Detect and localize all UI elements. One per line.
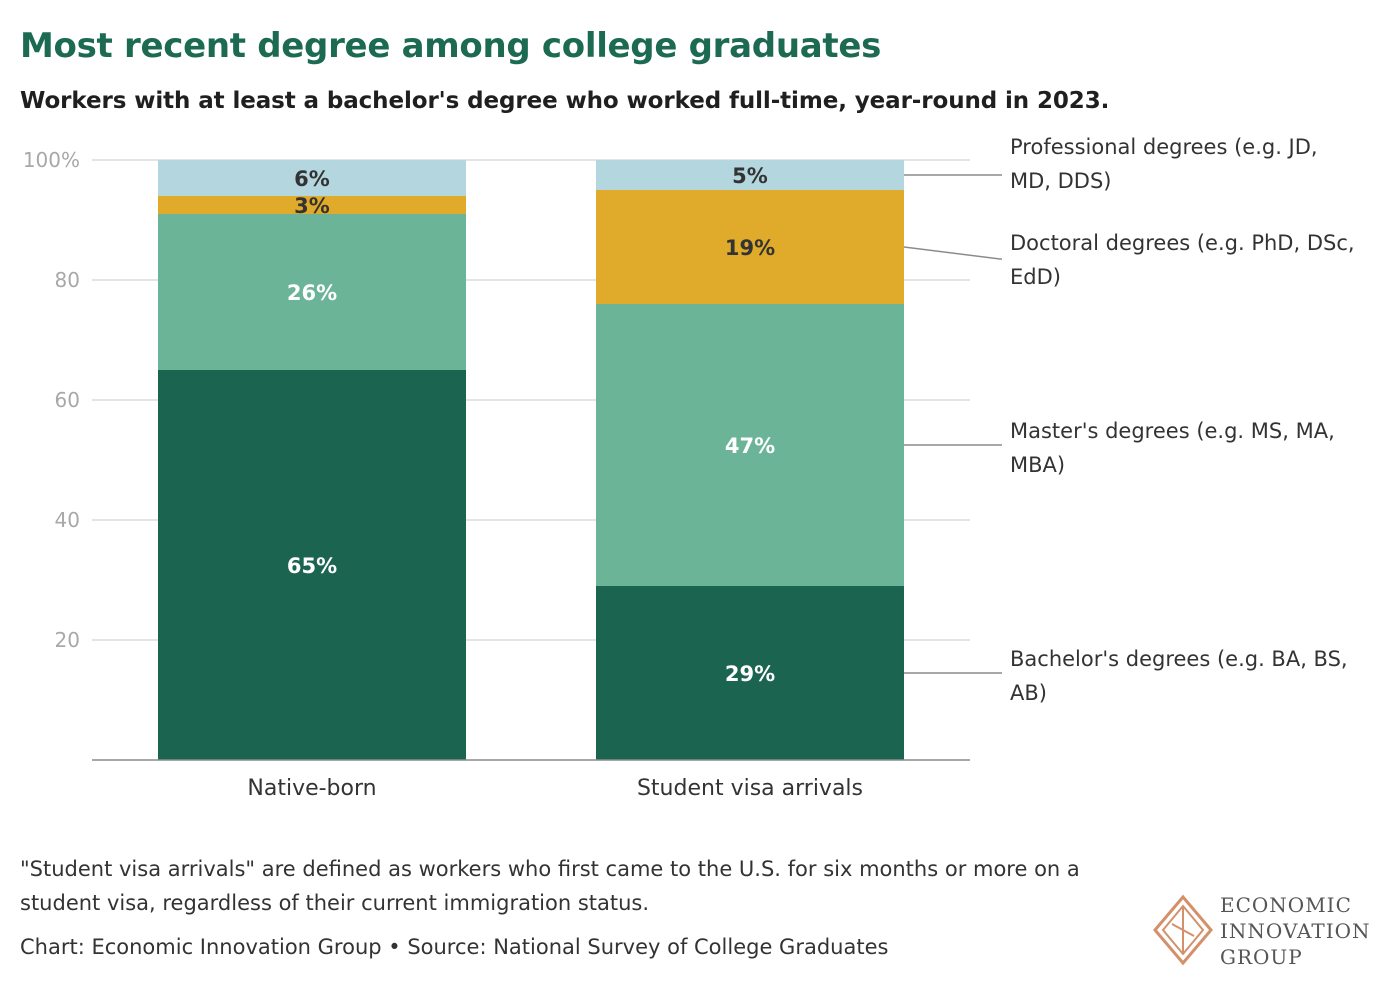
data-label: 3%	[294, 194, 330, 218]
bar-segment	[158, 214, 466, 370]
data-label: 19%	[725, 236, 775, 260]
legend-label: EdD)	[1010, 265, 1061, 289]
legend-label: MBA)	[1010, 453, 1065, 477]
bar-segment	[596, 586, 904, 760]
legend-label: Bachelor's degrees (e.g. BA, BS,	[1010, 647, 1348, 671]
data-label: 5%	[732, 164, 768, 188]
legend-label: Doctoral degrees (e.g. PhD, DSc,	[1010, 231, 1355, 255]
chart-subtitle: Workers with at least a bachelor's degre…	[20, 88, 1110, 114]
bar-segment	[158, 370, 466, 760]
logo-wordmark: ECONOMIC INNOVATION GROUP	[1220, 892, 1371, 970]
data-label: 26%	[287, 281, 337, 305]
x-tick-label: Native-born	[247, 776, 376, 801]
legend-leader-line	[903, 246, 1002, 260]
y-tick-label: 40	[55, 508, 80, 532]
data-label: 47%	[725, 434, 775, 458]
y-tick-label: 80	[55, 268, 80, 292]
chart-note: "Student visa arrivals" are defined as w…	[20, 857, 1080, 915]
legend-label: Master's degrees (e.g. MS, MA,	[1010, 419, 1335, 443]
eig-logo: ECONOMIC INNOVATION GROUP	[1150, 890, 1390, 970]
legend-label: MD, DDS)	[1010, 169, 1112, 193]
bar-segment	[596, 160, 904, 190]
x-tick-label: Student visa arrivals	[637, 776, 863, 801]
legend-label: Professional degrees (e.g. JD,	[1010, 135, 1318, 159]
legend-label: AB)	[1010, 681, 1047, 705]
chart-credit: Chart: Economic Innovation Group • Sourc…	[20, 935, 889, 959]
logo-line-3: GROUP	[1220, 945, 1303, 969]
y-tick-label: 20	[55, 628, 80, 652]
data-label: 6%	[294, 167, 330, 191]
data-label: 65%	[287, 554, 337, 578]
y-tick-label: 60	[55, 388, 80, 412]
logo-line-2: INNOVATION	[1220, 919, 1371, 943]
bar-segment	[158, 160, 466, 196]
diamond-logo-icon	[1153, 894, 1213, 966]
bar-segment	[158, 196, 466, 214]
logo-line-1: ECONOMIC	[1220, 893, 1352, 917]
data-label: 29%	[725, 662, 775, 686]
bar-segment	[596, 190, 904, 304]
chart-title: Most recent degree among college graduat…	[20, 26, 882, 66]
stacked-bar-chart: 20 40 60 80 100% 65% 26% 3% 6% Native-born 29% 47% 1…	[23, 135, 1355, 801]
bar-segment	[596, 304, 904, 586]
y-tick-label: 100%	[23, 148, 80, 172]
